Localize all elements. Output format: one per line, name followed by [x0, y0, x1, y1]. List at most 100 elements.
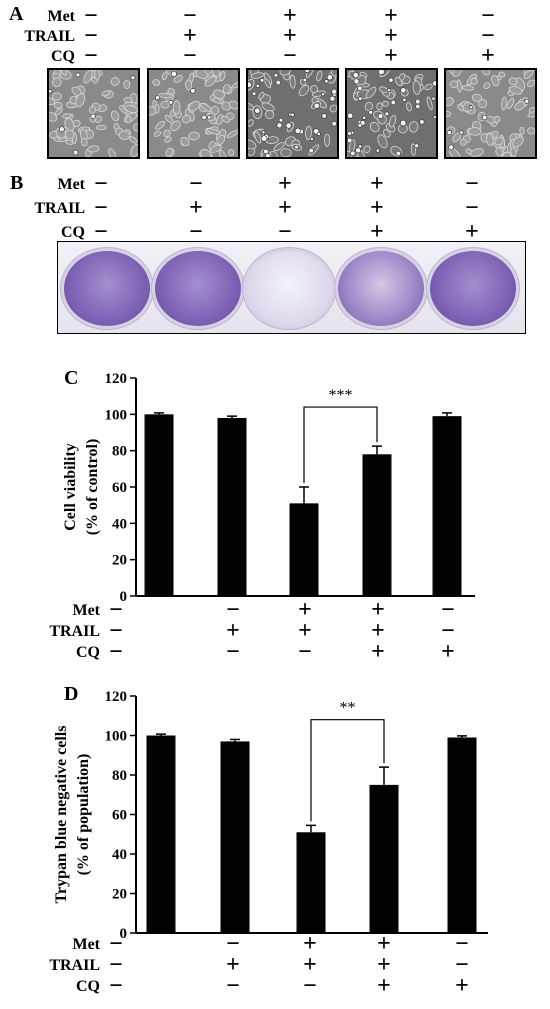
- y-tick-label: 80: [112, 768, 127, 784]
- treat-b-sym-2-2: −: [278, 219, 292, 245]
- bar-1: [146, 735, 176, 933]
- treat-b-sym-0-2: +: [278, 171, 292, 197]
- y-tick-label: 40: [112, 516, 127, 532]
- cell-viability-chart: C 0 20 40 60 80 100 120 Cell viability (% of cont…: [62, 367, 475, 605]
- treat-b-sym-0-3: +: [370, 171, 384, 197]
- significance-label: ***: [329, 387, 353, 404]
- treat-c-label-trail: TRAIL: [49, 623, 100, 640]
- treat-b-sym-2-4: +: [465, 219, 479, 245]
- treat-d-sym-1-2: +: [303, 952, 317, 978]
- treat-d-sym-1-0: −: [109, 952, 123, 978]
- bar-2: [220, 741, 250, 933]
- treat-a-sym-1-4: −: [481, 23, 495, 49]
- treat-d-sym-1-4: −: [455, 952, 469, 978]
- treat-b-sym-2-0: −: [94, 219, 108, 245]
- micrograph-2: [147, 68, 240, 159]
- treat-b-sym-1-2: +: [278, 195, 292, 221]
- treat-d-label-met: Met: [72, 936, 100, 953]
- bar-3: [289, 503, 319, 596]
- treat-d-sym-1-3: +: [377, 952, 391, 978]
- treat-a-sym-2-2: −: [283, 43, 297, 69]
- treat-c-sym-2-2: −: [298, 639, 312, 665]
- treat-b-label-trail: TRAIL: [34, 200, 85, 217]
- well-1: [64, 251, 150, 326]
- treat-d-sym-0-2: +: [303, 931, 317, 957]
- treat-c-sym-0-1: −: [226, 597, 240, 623]
- panel-letter-c: C: [64, 367, 78, 389]
- treat-c-sym-0-0: −: [109, 597, 123, 623]
- treat-a-label-cq: CQ: [51, 48, 75, 65]
- treat-c-sym-1-1: +: [226, 618, 240, 644]
- treat-b-sym-0-1: −: [189, 171, 203, 197]
- well-5: [430, 251, 516, 326]
- bar-5: [432, 416, 462, 596]
- treat-c-sym-2-0: −: [109, 639, 123, 665]
- treat-a-sym-2-4: +: [481, 43, 495, 69]
- treat-a-label-met: Met: [47, 8, 75, 25]
- well-4: [338, 251, 424, 326]
- y-axis-label: (% of control): [84, 439, 101, 536]
- y-tick-label: 0: [120, 589, 128, 605]
- treat-a-sym-0-2: +: [283, 3, 297, 29]
- bar-3: [296, 832, 326, 933]
- well-3: [246, 251, 332, 326]
- bar-4: [369, 784, 399, 933]
- micrograph-5: [444, 68, 537, 159]
- treat-c-sym-0-3: +: [371, 597, 385, 623]
- y-tick-label: 60: [112, 480, 127, 496]
- treat-d-sym-2-3: +: [377, 973, 391, 999]
- treat-a-sym-2-0: −: [84, 43, 98, 69]
- treat-a-label-trail: TRAIL: [24, 28, 75, 45]
- treat-d-sym-0-4: −: [455, 931, 469, 957]
- treat-c-sym-0-2: +: [298, 597, 312, 623]
- y-axis-label: Trypan blue negative cells: [53, 726, 70, 904]
- treat-b-sym-1-1: +: [189, 195, 203, 221]
- significance-bracket: [310, 719, 385, 822]
- y-tick-label: 80: [112, 444, 127, 460]
- crystal-violet-plate: [57, 241, 526, 334]
- treat-c-sym-1-4: −: [441, 618, 455, 644]
- treat-d-sym-2-1: −: [226, 973, 240, 999]
- treat-b-sym-2-1: −: [189, 219, 203, 245]
- treat-d-label-cq: CQ: [76, 978, 100, 995]
- treat-a-sym-0-4: −: [481, 3, 495, 29]
- bar-5: [447, 737, 477, 933]
- trypan-blue-chart: D 0 20 40 60 80 100 120 Trypan blue negative cel…: [53, 683, 488, 942]
- treat-d-sym-0-3: +: [377, 931, 391, 957]
- treat-a-sym-1-1: +: [183, 23, 197, 49]
- treat-b-sym-0-4: −: [465, 171, 479, 197]
- significance-bracket: [303, 406, 378, 483]
- treat-a-sym-0-1: −: [183, 3, 197, 29]
- treat-c-label-met: Met: [72, 602, 100, 619]
- treat-d-sym-0-0: −: [109, 931, 123, 957]
- bar-2: [217, 417, 247, 596]
- treat-a-sym-1-3: +: [384, 23, 398, 49]
- treat-d-sym-2-4: +: [455, 973, 469, 999]
- treat-a-sym-1-0: −: [84, 23, 98, 49]
- y-axis-label: Cell viability: [62, 443, 79, 531]
- treat-d-sym-2-2: −: [303, 973, 317, 999]
- treat-a-sym-1-2: +: [283, 23, 297, 49]
- treat-c-sym-2-1: −: [226, 639, 240, 665]
- y-tick-label: 40: [112, 847, 127, 863]
- treat-b-sym-1-3: +: [370, 195, 384, 221]
- micrograph-4: [345, 68, 438, 159]
- panel-letter-d: D: [64, 683, 78, 705]
- treat-d-sym-2-0: −: [109, 973, 123, 999]
- treat-a-sym-0-0: −: [84, 3, 98, 29]
- treat-b-label-met: Met: [57, 176, 85, 193]
- treat-c-sym-0-4: −: [441, 597, 455, 623]
- y-tick-label: 120: [105, 689, 128, 705]
- treat-a-sym-0-3: +: [384, 3, 398, 29]
- treat-b-sym-0-0: −: [94, 171, 108, 197]
- y-tick-label: 20: [112, 887, 127, 903]
- y-tick-label: 20: [112, 553, 127, 569]
- panel-b-letter: B: [10, 172, 24, 194]
- treat-d-label-trail: TRAIL: [49, 957, 100, 974]
- treat-b-label-cq: CQ: [61, 224, 85, 241]
- y-tick-label: 0: [120, 926, 128, 942]
- treat-b-sym-1-0: −: [94, 195, 108, 221]
- y-tick-label: 60: [112, 808, 127, 824]
- treat-a-sym-2-1: −: [183, 43, 197, 69]
- well-2: [155, 251, 241, 326]
